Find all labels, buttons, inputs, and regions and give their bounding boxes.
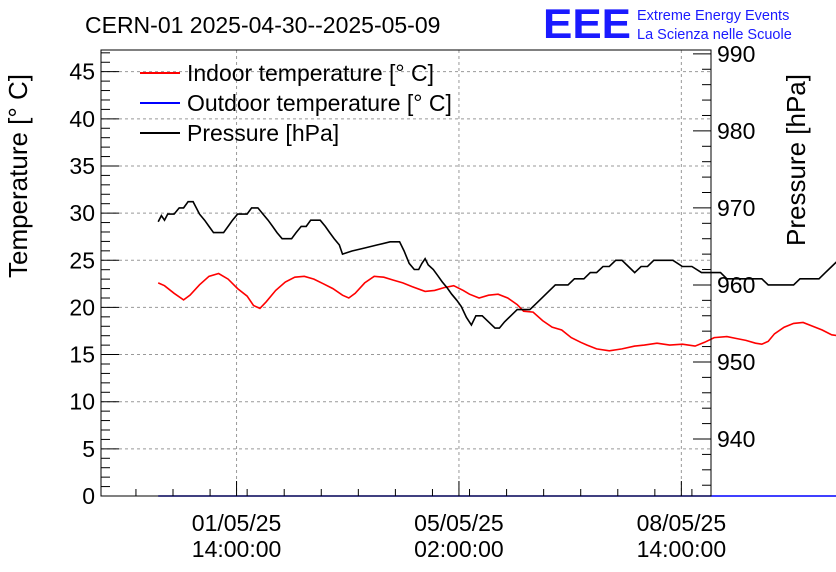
- x-tick-label-date: 05/05/25: [414, 510, 504, 536]
- x-tick-label-time: 14:00:00: [192, 536, 282, 562]
- y-left-tick-label: 35: [69, 153, 95, 179]
- legend-label: Outdoor temperature [° C]: [187, 90, 452, 116]
- y-left-tick-label: 20: [69, 294, 95, 320]
- y-left-tick-label: 0: [82, 483, 95, 509]
- x-tick-label-time: 02:00:00: [414, 536, 504, 562]
- y-right-tick-label: 940: [717, 426, 755, 452]
- y-axis-label-left: Temperature [° C]: [3, 74, 33, 278]
- x-tick-label-time: 14:00:00: [637, 536, 727, 562]
- x-tick-label-date: 01/05/25: [192, 510, 282, 536]
- y-right-tick-label: 950: [717, 349, 755, 375]
- y-right-tick-label: 990: [717, 41, 755, 67]
- series-line: [157, 272, 836, 352]
- x-tick-label-date: 08/05/25: [637, 510, 727, 536]
- y-left-tick-label: 45: [69, 59, 95, 85]
- chart-title: CERN-01 2025-04-30--2025-05-09: [85, 12, 440, 38]
- eee-logo: EEE: [543, 0, 631, 47]
- y-right-tick-label: 980: [717, 118, 755, 144]
- y-left-tick-label: 15: [69, 342, 95, 368]
- logo-subtitle-1: Extreme Energy Events: [637, 8, 789, 24]
- y-left-tick-label: 40: [69, 106, 95, 132]
- y-left-tick-label: 25: [69, 247, 95, 273]
- y-right-tick-label: 960: [717, 272, 755, 298]
- y-axis-label-right: Pressure [hPa]: [781, 74, 811, 246]
- y-left-tick-label: 30: [69, 200, 95, 226]
- y-left-tick-label: 5: [82, 436, 95, 462]
- legend-label: Indoor temperature [° C]: [187, 60, 434, 86]
- grid-lines: [101, 50, 711, 497]
- legend-label: Pressure [hPa]: [187, 120, 339, 146]
- legend: Indoor temperature [° C] Outdoor temperat…: [140, 60, 452, 146]
- y-left-tick-label: 10: [69, 389, 95, 415]
- logo-subtitle-2: La Scienza nelle Scuole: [637, 27, 792, 43]
- axes: 0 5 10 15 20 25 30 35 40 45 940 950 960 970 980 990 01/0…: [69, 41, 755, 562]
- series-line: [157, 200, 836, 329]
- plot-frame: [100, 49, 712, 497]
- y-right-tick-label: 970: [717, 195, 755, 221]
